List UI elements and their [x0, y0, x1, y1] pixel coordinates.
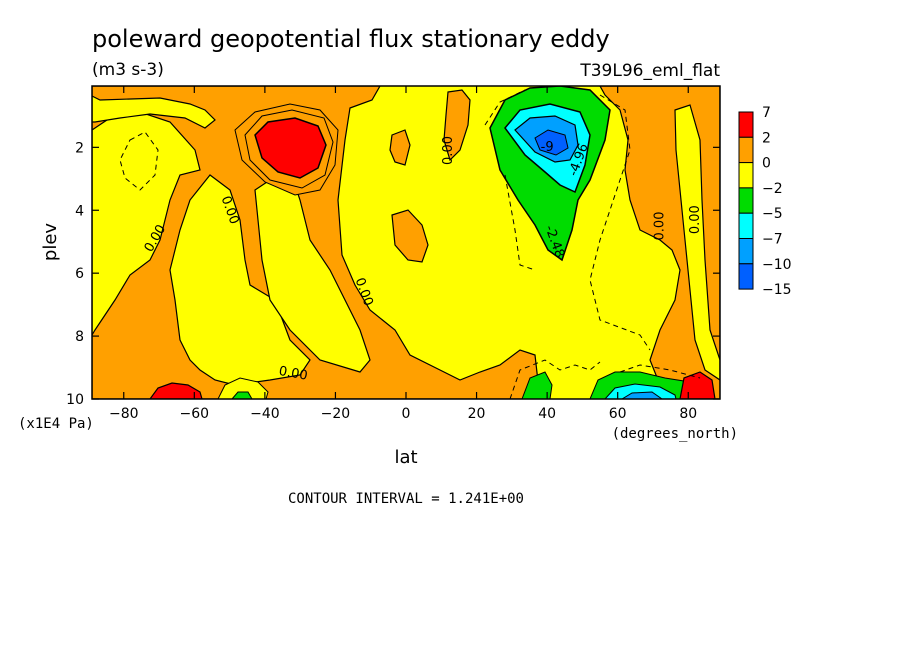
contour-label: 0.00 [441, 136, 456, 165]
region-cyan-bottom [604, 383, 677, 399]
region-yellow-tongue-1 [92, 111, 201, 337]
contour-label: 0.00 [653, 212, 668, 241]
chart-title: poleward geopotential flux stationary ed… [92, 25, 610, 53]
x-tick-label: −60 [180, 406, 210, 422]
x-units-label: (degrees_north) [612, 426, 738, 442]
x-tick-label: 60 [609, 406, 627, 422]
region-green-bottom-1 [231, 391, 253, 399]
region-yellow-upper [92, 95, 216, 129]
contour-label: -9 [541, 140, 554, 155]
contour-dashed-envelope [484, 89, 651, 351]
colorbar-swatch [738, 187, 754, 214]
axes: −80 −60 −40 −20 0 20 40 60 80 2 4 6 8 10 [66, 86, 720, 422]
region-yellow-bottom [217, 377, 269, 399]
colorbar-swatch [738, 212, 754, 239]
x-tick-label: 20 [468, 406, 486, 422]
region-red-bottom-left [149, 382, 203, 399]
y-axis-title: plev [40, 223, 61, 262]
contour-plot-area [92, 86, 720, 399]
y-units-label: (x1E4 Pa) [18, 416, 94, 432]
contour-interval-text: CONTOUR INTERVAL = 1.241E+00 [288, 491, 524, 507]
colorbar-level-label: −2 [762, 181, 783, 197]
region-red-max [254, 117, 327, 179]
region-blue-core [534, 129, 569, 156]
colorbar: 7 2 0 −2 −5 −7 −10 −15 [738, 105, 792, 298]
y-tick-label: 2 [75, 140, 84, 156]
region-orange-blob-1 [389, 129, 411, 166]
contour-label: 0.00 [688, 205, 703, 234]
x-tick-label: 0 [402, 406, 411, 422]
contour-dashed-left [119, 131, 159, 191]
x-tick-label: 40 [538, 406, 556, 422]
x-tick-label: 80 [679, 406, 697, 422]
x-tick-label: −20 [321, 406, 351, 422]
y-tick-label: 6 [75, 266, 84, 282]
contour-dashed-bottom [509, 359, 701, 399]
colorbar-swatch [738, 136, 754, 164]
colorbar-level-label: −5 [762, 206, 783, 222]
region-orange-blob-3 [443, 89, 471, 162]
colorbar-level-label: −10 [762, 257, 792, 273]
units-label: (m3 s-3) [92, 60, 164, 80]
y-tick-label: 10 [66, 392, 84, 408]
x-axis-title: lat [394, 447, 417, 468]
region-yellow-tongue-2 [169, 174, 311, 386]
colorbar-level-label: −7 [762, 232, 783, 248]
colorbar-swatch [738, 162, 754, 189]
region-green-bottom-2 [521, 371, 553, 399]
x-tick-label: −80 [109, 406, 139, 422]
x-tick-label: −40 [250, 406, 280, 422]
region-blue-bottom [621, 391, 663, 399]
colorbar-level-label: −15 [762, 282, 792, 298]
colorbar-level-label: 7 [762, 105, 771, 121]
y-tick-label: 4 [75, 203, 84, 219]
colorbar-level-label: 2 [762, 130, 771, 146]
colorbar-swatch [738, 263, 754, 290]
y-tick-label: 8 [75, 329, 84, 345]
colorbar-swatch [738, 111, 754, 138]
region-orange-blob-2 [391, 209, 429, 263]
region-yellow-right-tongue [674, 104, 720, 381]
run-label: T39L96_eml_flat [579, 61, 720, 81]
contour-line-max-outer [244, 109, 334, 189]
contour-label: 0.00 [278, 364, 309, 384]
colorbar-level-label: 0 [762, 156, 771, 172]
colorbar-swatch [738, 238, 754, 265]
